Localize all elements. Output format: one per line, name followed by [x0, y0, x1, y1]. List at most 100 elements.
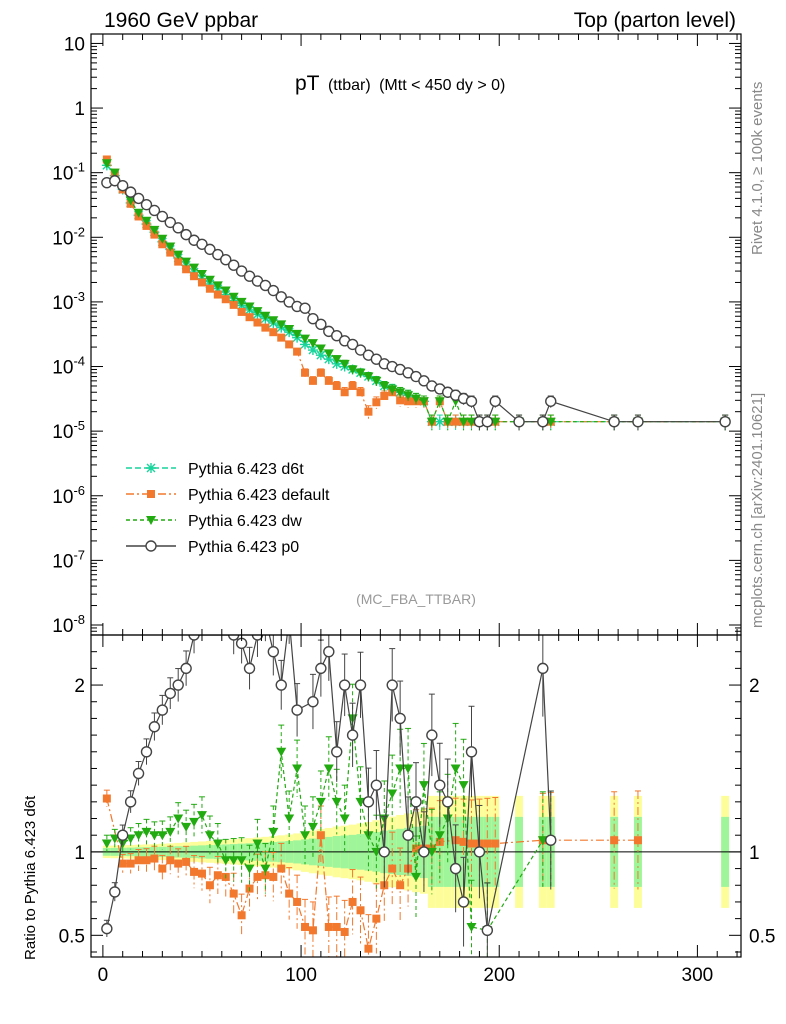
y-tick-label: 1 — [74, 99, 85, 120]
y-tick-label-exp: -4 — [73, 354, 85, 369]
data-point-default — [356, 388, 365, 397]
data-point-dw — [411, 394, 421, 404]
x-tick-label: 200 — [483, 965, 515, 986]
data-point-p0 — [632, 415, 644, 428]
ratio-point-default — [633, 836, 642, 845]
ratio-point-default — [396, 881, 405, 890]
data-point-dw — [315, 344, 326, 354]
data-point-dw — [403, 391, 414, 401]
data-point-dw — [101, 159, 112, 169]
ratio-point-p0 — [331, 746, 343, 758]
y-tick-label: 10-4 — [52, 354, 85, 379]
data-point-p0 — [220, 253, 232, 266]
y-tick-label-base: 10 — [52, 487, 73, 508]
data-point-default — [285, 340, 294, 349]
legend-label-dw: Pythia 6.423 dw — [188, 513, 302, 530]
data-point-p0 — [719, 415, 731, 428]
ratio-point-dw — [307, 822, 318, 832]
legend-marker-d6t — [146, 463, 156, 473]
data-point-default — [237, 307, 246, 316]
ratio-point-dw — [339, 814, 350, 824]
ratio-point-p0 — [338, 679, 351, 691]
ratio-point-default — [118, 859, 127, 868]
ratio-point-default — [483, 839, 492, 848]
ratio-y-tick-label: 0.5 — [59, 926, 85, 947]
data-point-default — [380, 391, 389, 400]
ratio-point-default — [348, 897, 357, 906]
y-tick-label-base: 10 — [52, 358, 73, 379]
ratio-point-p0 — [354, 679, 367, 691]
ratio-point-dw — [403, 764, 414, 774]
ratio-point-p0 — [537, 662, 549, 675]
data-point-p0 — [227, 259, 240, 271]
ratio-point-p0 — [386, 679, 398, 691]
y-tick-label-base: 10 — [52, 551, 73, 572]
ratio-point-default — [134, 856, 143, 865]
ratio-point-default — [166, 856, 175, 865]
data-point-dw — [442, 417, 453, 427]
data-point-default — [166, 248, 175, 257]
data-point-p0 — [465, 395, 478, 407]
ratio-point-dw — [300, 831, 311, 841]
ratio-point-dw — [450, 764, 461, 774]
data-point-d6t — [315, 350, 326, 361]
y-tick-label-exp: -6 — [73, 483, 85, 498]
data-point-dw — [545, 417, 556, 427]
legend-marker-p0 — [145, 540, 157, 552]
ratio-point-default — [459, 837, 468, 846]
data-point-p0 — [259, 279, 272, 292]
x-tick-label: 300 — [682, 965, 714, 986]
data-point-default — [269, 328, 278, 337]
ratio-point-dw — [141, 827, 152, 837]
data-point-dw — [204, 275, 215, 285]
data-point-default — [142, 221, 151, 230]
title-cond: (Mtt < 450 dy > 0) — [379, 77, 505, 94]
data-point-dw — [355, 368, 366, 378]
data-point-dw — [236, 297, 247, 307]
data-point-p0 — [109, 175, 121, 187]
ratio-point-p0 — [481, 924, 494, 937]
data-point-dw — [109, 168, 120, 178]
y-tick-label-exp: -8 — [73, 612, 85, 627]
data-point-p0 — [354, 344, 367, 356]
x-tick-label: 100 — [285, 965, 317, 986]
ratio-point-default — [277, 864, 286, 873]
series-dw — [101, 159, 731, 431]
ratio-series-default — [102, 789, 642, 957]
ratio-point-dw — [157, 831, 168, 841]
ratio-point-dw — [220, 856, 231, 866]
ratio-point-dw — [149, 831, 160, 841]
data-point-dw — [307, 339, 318, 349]
main-panel — [101, 155, 731, 431]
ratio-point-dw — [284, 814, 295, 824]
data-point-default — [348, 381, 357, 390]
ratio-point-dw — [387, 789, 398, 799]
data-point-p0 — [513, 415, 525, 428]
legend: Pythia 6.423 d6t Pythia 6.423 default Pyth… — [126, 461, 330, 556]
data-point-default — [277, 333, 286, 342]
data-point-default — [190, 272, 199, 281]
data-point-dw — [490, 417, 501, 427]
data-point-default — [174, 257, 183, 266]
data-point-default — [301, 368, 310, 377]
data-point-p0 — [267, 284, 280, 297]
ratio-point-default — [150, 854, 159, 863]
ratio-y-tick-label-right: 2 — [749, 676, 760, 697]
ratio-point-dw — [252, 839, 263, 849]
ratio-point-default — [197, 869, 206, 878]
ratio-point-dw — [418, 781, 429, 791]
legend-label-p0: Pythia 6.423 p0 — [188, 539, 299, 556]
ratio-point-p0 — [473, 846, 486, 858]
ratio-point-p0 — [434, 779, 446, 791]
ratio-point-p0 — [402, 829, 414, 841]
ratio-point-p0 — [284, 613, 294, 623]
ratio-point-dw — [315, 797, 326, 807]
data-point-default — [340, 388, 349, 397]
data-point-d6t — [323, 354, 334, 365]
data-point-p0 — [124, 186, 137, 198]
data-point-dw — [379, 381, 390, 391]
data-point-dw — [284, 325, 295, 335]
data-point-dw — [426, 417, 437, 427]
data-point-p0 — [307, 312, 319, 325]
ratio-point-p0 — [140, 746, 153, 758]
